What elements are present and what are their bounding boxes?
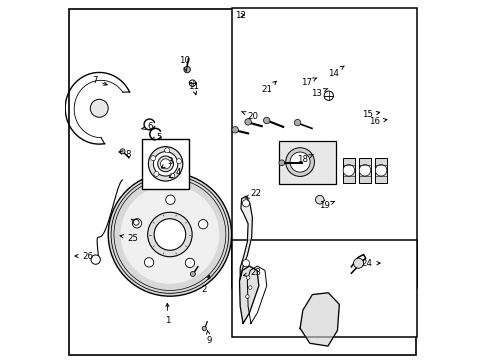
- Circle shape: [132, 219, 142, 228]
- Text: 8: 8: [119, 150, 131, 159]
- Circle shape: [189, 80, 195, 86]
- Circle shape: [147, 212, 192, 257]
- Circle shape: [169, 173, 175, 178]
- Text: 15: 15: [361, 110, 379, 119]
- Text: 2: 2: [201, 275, 209, 294]
- Circle shape: [278, 160, 284, 166]
- Text: 23: 23: [243, 268, 261, 277]
- Circle shape: [154, 219, 185, 250]
- Polygon shape: [239, 266, 258, 323]
- Circle shape: [153, 152, 178, 176]
- Text: 17: 17: [300, 78, 316, 87]
- Circle shape: [91, 255, 100, 264]
- Circle shape: [108, 173, 231, 296]
- Circle shape: [263, 117, 269, 124]
- Circle shape: [190, 271, 195, 276]
- Circle shape: [183, 66, 190, 73]
- Text: 4: 4: [169, 168, 181, 177]
- Text: 13: 13: [311, 89, 327, 98]
- Circle shape: [375, 165, 386, 176]
- Polygon shape: [300, 293, 339, 346]
- Circle shape: [120, 149, 125, 154]
- Text: 24: 24: [361, 259, 379, 268]
- Circle shape: [160, 159, 170, 169]
- Circle shape: [202, 326, 206, 330]
- Text: 7: 7: [92, 76, 107, 85]
- Circle shape: [158, 156, 173, 172]
- Circle shape: [121, 185, 219, 284]
- Circle shape: [315, 195, 324, 204]
- Circle shape: [353, 258, 363, 268]
- Text: 5: 5: [151, 133, 162, 142]
- Text: 9: 9: [206, 330, 212, 345]
- Circle shape: [198, 220, 207, 229]
- Circle shape: [289, 152, 309, 172]
- Circle shape: [242, 200, 249, 207]
- Text: 22: 22: [244, 189, 261, 198]
- Text: 12: 12: [234, 10, 245, 19]
- Text: 14: 14: [327, 66, 344, 78]
- Text: 16: 16: [368, 117, 386, 126]
- Circle shape: [148, 147, 183, 181]
- Text: 3: 3: [161, 157, 172, 168]
- Bar: [231, 240, 416, 337]
- Circle shape: [154, 171, 159, 176]
- Text: 19: 19: [318, 201, 334, 210]
- Circle shape: [185, 258, 194, 267]
- Circle shape: [144, 258, 153, 267]
- Circle shape: [90, 99, 108, 117]
- Circle shape: [285, 148, 314, 176]
- Text: 25: 25: [120, 234, 138, 243]
- Text: 6: 6: [142, 122, 153, 131]
- Text: 21: 21: [261, 81, 276, 94]
- Circle shape: [359, 165, 370, 176]
- Text: 20: 20: [241, 112, 257, 121]
- Text: 18: 18: [297, 154, 313, 164]
- Circle shape: [176, 159, 181, 164]
- Circle shape: [150, 156, 155, 161]
- Circle shape: [324, 91, 333, 100]
- Circle shape: [231, 127, 238, 133]
- Circle shape: [248, 286, 251, 289]
- Circle shape: [343, 165, 354, 176]
- Text: 11: 11: [188, 82, 199, 95]
- Bar: [343, 158, 354, 183]
- Text: 10: 10: [179, 57, 189, 71]
- Bar: [359, 158, 370, 183]
- Bar: [142, 139, 188, 189]
- Circle shape: [244, 119, 251, 125]
- Bar: [231, 8, 416, 288]
- Circle shape: [294, 120, 300, 126]
- Circle shape: [165, 195, 175, 204]
- Text: 1: 1: [164, 303, 170, 325]
- Bar: [375, 158, 386, 183]
- Circle shape: [246, 276, 249, 279]
- Circle shape: [245, 295, 249, 298]
- Text: 26: 26: [75, 252, 93, 261]
- Bar: [278, 140, 335, 184]
- Circle shape: [133, 220, 139, 225]
- Circle shape: [164, 148, 169, 153]
- Polygon shape: [240, 196, 252, 279]
- Circle shape: [242, 260, 249, 267]
